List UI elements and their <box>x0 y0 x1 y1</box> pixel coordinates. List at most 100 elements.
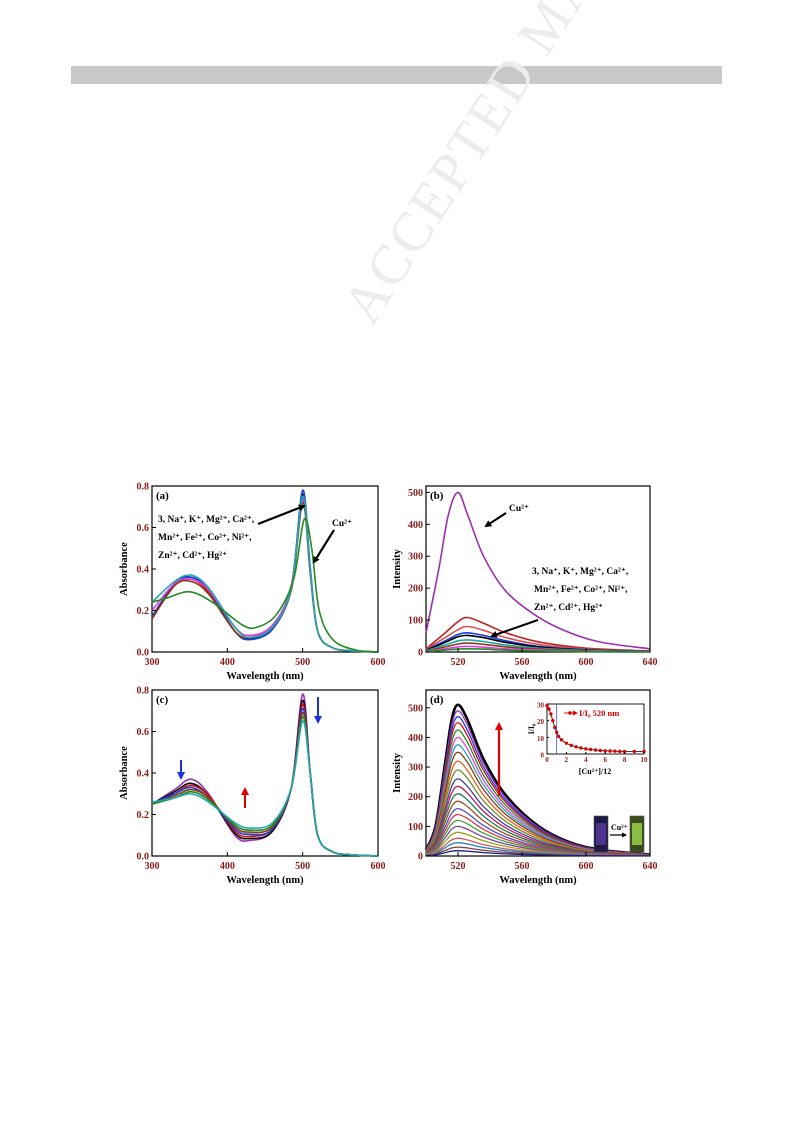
panel-c-y-tick-label: 0.2 <box>137 810 150 821</box>
inset-ylabel: I/I₀ <box>527 723 536 734</box>
panel-a-series-line <box>151 495 379 653</box>
inset-x-tick-label: 0 <box>545 756 549 764</box>
inset-point <box>545 703 549 708</box>
panel-b-series <box>425 491 651 653</box>
inset-y-tick-label: 0 <box>541 752 545 760</box>
panel-b-annot-metals-line2: Mn²⁺, Fe²⁺, Co²⁺, Ni²⁺, <box>534 585 628 595</box>
vial-arrow-label: Cu²⁺ <box>611 823 628 832</box>
panel-d-y-tick-label: 400 <box>408 733 423 744</box>
panel-c-y-tick-label: 0.8 <box>137 686 150 697</box>
panel-b-y-tick-label: 200 <box>408 584 423 595</box>
inset-point <box>618 749 622 754</box>
panel-b-annot-cu: Cu²⁺ <box>509 504 529 514</box>
panel-b-arrow-metals <box>490 619 539 638</box>
inset-point <box>588 747 593 752</box>
panel-a-y-tick-label: 0.0 <box>137 648 150 659</box>
panel-c-y-tick-label: 0.6 <box>137 727 150 738</box>
inset-point <box>632 749 636 754</box>
inset-y-tick-label: 20 <box>537 718 545 726</box>
panel-a-ylabel: Absorbance <box>119 542 130 596</box>
inset-point <box>555 730 559 735</box>
panel-d-inset: 0 2 4 6 8 10 0 10 20 30 I/I₀ 520 nm [Cu²⁺]/12 I/… <box>527 700 648 776</box>
panel-a-xlabel: Wavelength (nm) <box>226 671 304 682</box>
panel-a-y-tick-label: 0.2 <box>137 606 150 617</box>
panel-b-arrow-cu <box>484 512 507 528</box>
inset-x-tick-label: 10 <box>641 756 649 764</box>
panel-d-series-line <box>425 751 651 856</box>
inset-y-ticks: 0 10 20 30 <box>537 702 549 760</box>
inset-point <box>547 707 551 711</box>
panel-b-series-line <box>425 616 651 652</box>
panel-a-annot-metals-line1: 3, Na⁺, K⁺, Mg²⁺, Ca²⁺, <box>158 515 255 525</box>
inset-point <box>569 743 573 748</box>
panel-b-series-line <box>425 491 651 650</box>
inset-point <box>551 718 555 723</box>
panel-d-y-tick-label: 200 <box>408 792 423 803</box>
panel-c-label: (c) <box>156 694 169 706</box>
panel-c-series-line <box>151 720 379 857</box>
inset-point <box>642 749 646 754</box>
panel-b-xlabel: Wavelength (nm) <box>499 671 577 682</box>
panel-b-y-tick-label: 300 <box>408 552 423 563</box>
panel-a-annot-cu: Cu²⁺ <box>332 519 352 529</box>
panel-d-y-tick-label: 100 <box>408 822 423 833</box>
panel-b-annot-metals-line3: Zn²⁺, Cd²⁺, Hg²⁺ <box>534 603 603 613</box>
inset-point <box>556 734 561 739</box>
inset-point <box>553 725 557 730</box>
panel-b-label: (b) <box>430 490 444 502</box>
panel-a-x-tick-label: 400 <box>220 657 235 668</box>
panel-d-plot-frame <box>425 689 651 857</box>
inset-point <box>622 749 627 754</box>
header-bar <box>71 66 722 84</box>
inset-legend-marker <box>568 711 572 715</box>
panel-c-x-tick-label: 500 <box>295 861 310 872</box>
panel-b-y-tick-label: 400 <box>408 520 423 531</box>
panel-a-y-ticks: 0.0 0.2 0.4 0.6 0.8 <box>137 482 156 659</box>
panel-b-x-tick-label: 640 <box>643 657 658 668</box>
panel-c-series-line <box>151 699 379 857</box>
panel-c-ylabel: Absorbance <box>119 746 130 800</box>
panel-d-y-tick-label: 300 <box>408 763 423 774</box>
inset-point <box>574 745 578 749</box>
panel-b-x-tick-label: 600 <box>579 657 594 668</box>
panel-a-series <box>151 489 379 653</box>
inset-point <box>559 738 564 742</box>
panel-b-plot-frame <box>425 485 651 653</box>
panel-a-y-tick-label: 0.6 <box>137 523 150 534</box>
panel-b-y-tick-label: 100 <box>408 616 423 627</box>
inset-y-tick-label: 10 <box>537 735 545 743</box>
panel-b-series-line <box>425 648 651 653</box>
panel-a-x-ticks: 300 400 500 600 <box>145 648 386 668</box>
inset-point <box>598 748 603 753</box>
panel-a-x-tick-label: 500 <box>295 657 310 668</box>
inset-point <box>549 712 553 716</box>
panel-a-x-tick-label: 600 <box>371 657 386 668</box>
inset-point <box>593 748 598 752</box>
panel-d-x-tick-label: 520 <box>451 861 466 872</box>
inset-legend-text: I/I₀ 520 nm <box>579 708 619 718</box>
panel-a: 300 400 500 600 0.0 0.2 0.4 0.6 0.8 (a) Wavelen… <box>119 482 386 683</box>
panel-a-arrow-cu <box>312 529 335 564</box>
panel-b-series-line <box>425 625 651 653</box>
panel-b-y-tick-label: 500 <box>408 488 423 499</box>
inset-point <box>579 746 583 750</box>
panel-b-x-ticks: 520 560 600 640 <box>451 648 658 668</box>
panel-c-y-tick-label: 0.0 <box>137 852 150 863</box>
panel-a-series-line <box>151 517 379 653</box>
panel-a-arrow-metals <box>257 504 306 526</box>
panel-d-y-tick-label: 0 <box>418 852 423 863</box>
inset-point <box>564 741 569 745</box>
inset-points <box>545 703 646 754</box>
panel-b-x-tick-label: 520 <box>451 657 466 668</box>
panel-b-ylabel: Intensity <box>392 548 403 588</box>
inset-background <box>545 700 646 766</box>
figure-svg: 300 400 500 600 0.00.20.40.60.8 (a) Wavelen… <box>119 482 658 887</box>
inset-point <box>613 749 617 753</box>
figure: 300 400 500 600 0.0 0.2 0.4 0.6 0.8 (a) Wavelen… <box>108 478 668 888</box>
vial-photo-before-liquid <box>596 823 606 845</box>
panel-c-series <box>151 693 379 857</box>
inset-point <box>603 749 607 753</box>
panel-d-series-line <box>425 760 651 856</box>
panel-d-x-tick-label: 640 <box>643 861 658 872</box>
inset-y-tick-label: 30 <box>537 702 545 710</box>
